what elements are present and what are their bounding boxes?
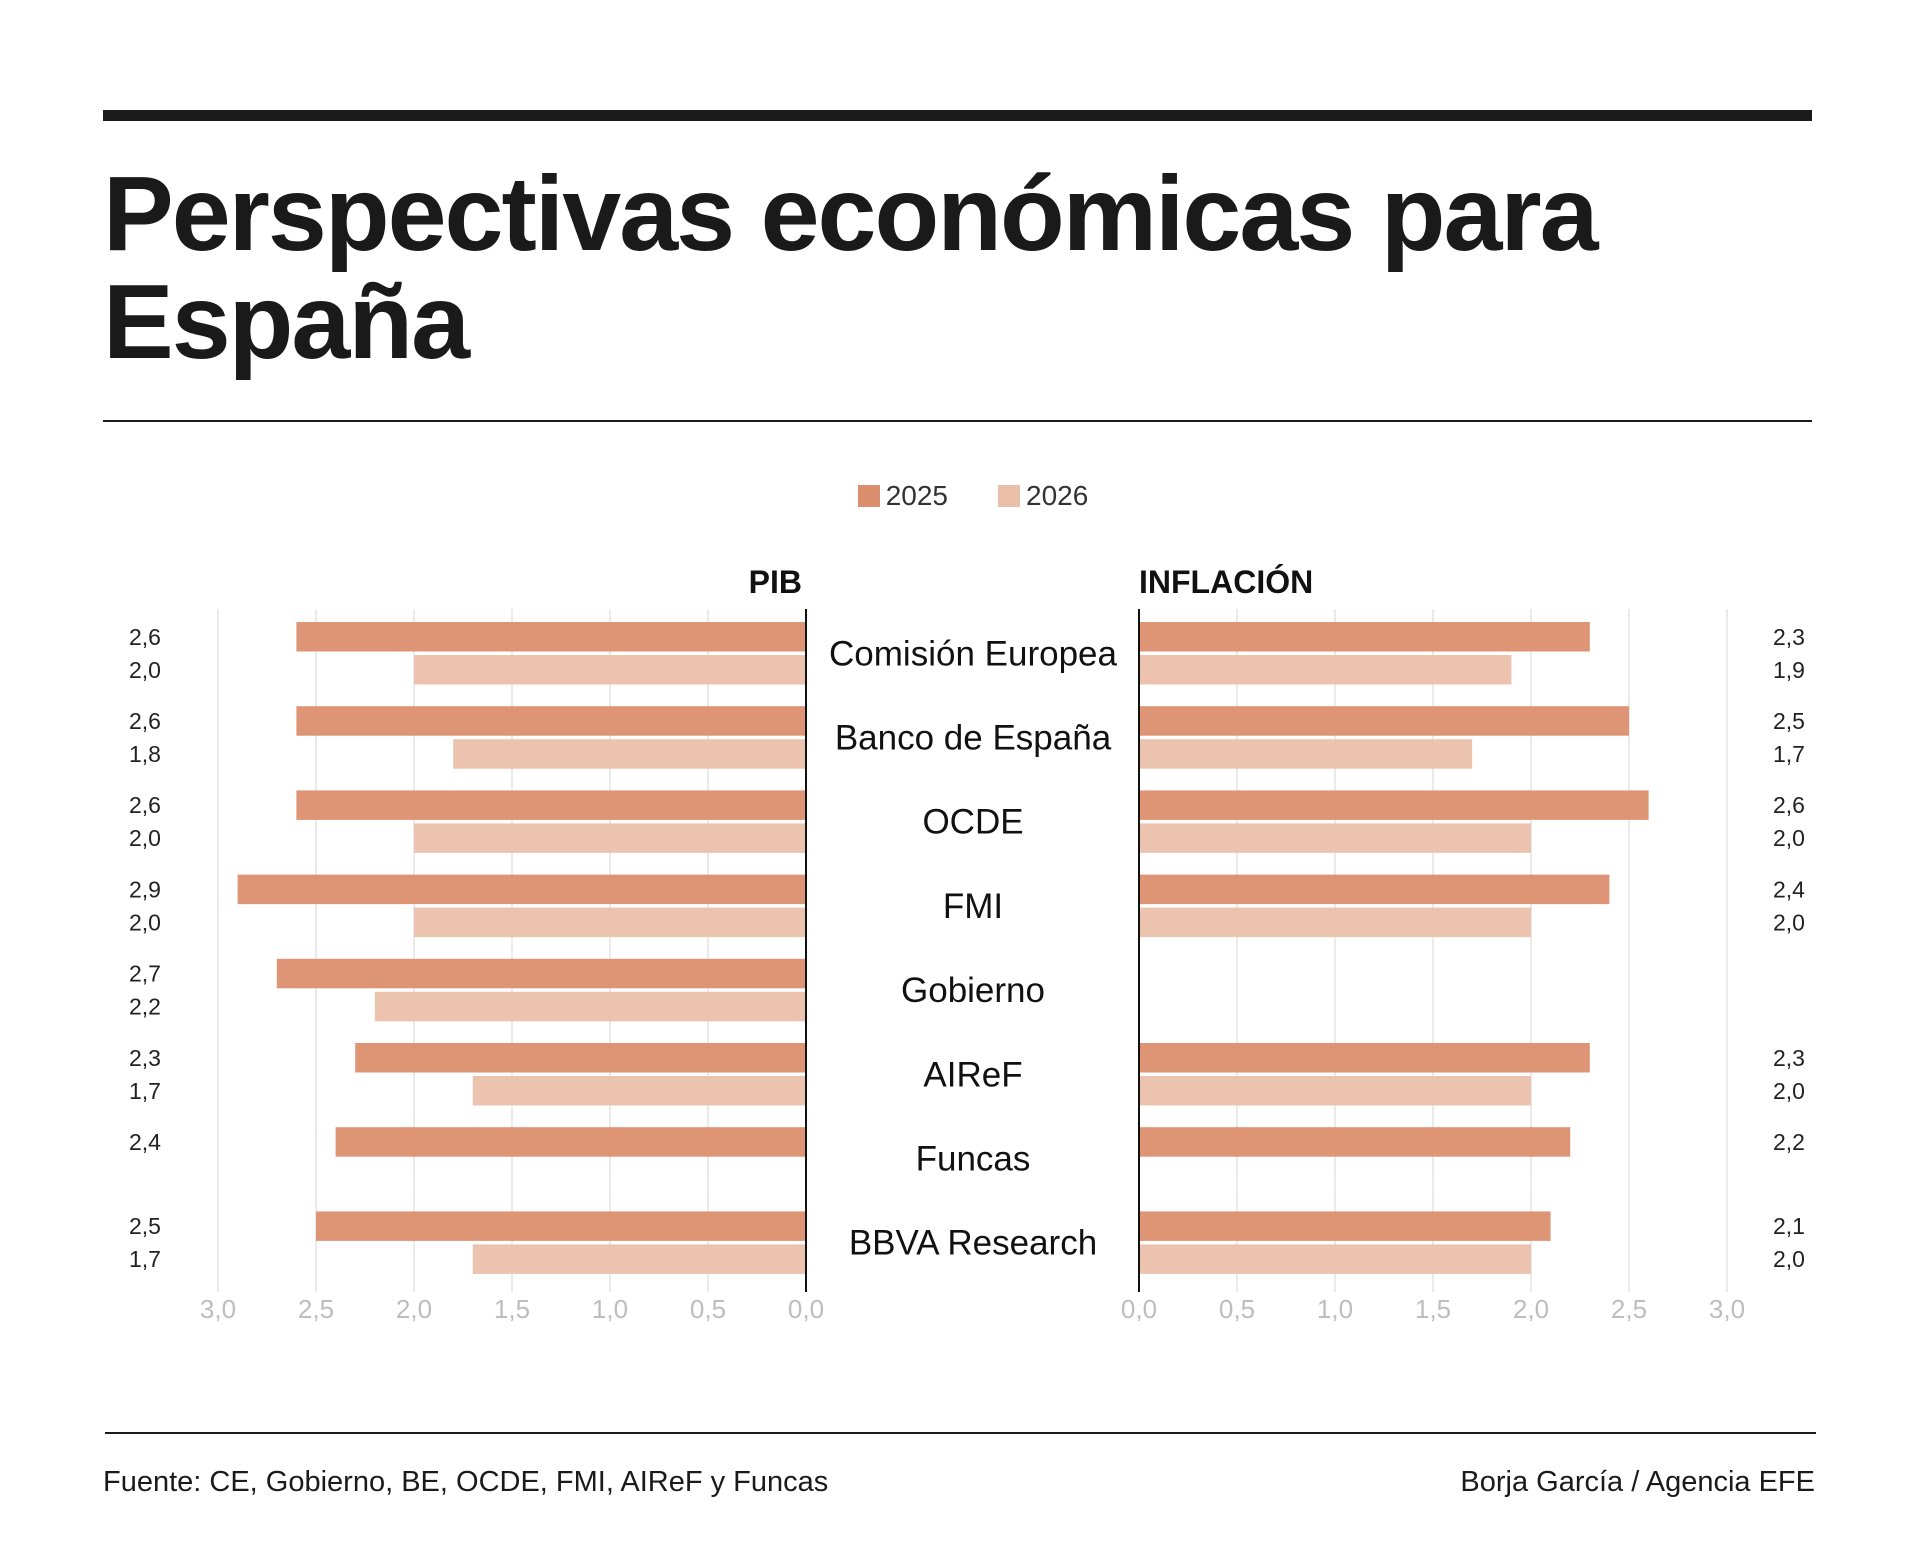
tick-label: 2,5 [298,1294,334,1324]
bar-inflación-2026 [1139,1076,1531,1106]
value-label: 2,3 [129,1045,161,1071]
value-label: 2,6 [129,708,161,734]
value-label: 2,1 [1773,1213,1805,1239]
value-label: 2,5 [1773,708,1805,734]
value-label: 2,0 [1773,909,1805,935]
value-label: 1,7 [129,1246,161,1272]
bar-pib-2026 [414,907,806,938]
value-label: 2,0 [1773,1246,1805,1272]
value-label: 2,4 [129,1129,161,1155]
source-note: Fuente: CE, Gobierno, BE, OCDE, FMI, AIR… [103,1466,829,1498]
bar-pib-2025 [296,622,806,652]
bar-inflación-2025 [1139,622,1590,652]
bar-pib-2025 [276,958,806,989]
category-label: Gobierno [901,971,1045,1010]
tick-label: 3,0 [200,1294,236,1324]
bar-pib-2025 [355,1043,806,1073]
tick-label: 1,0 [592,1294,628,1324]
bar-pib-2026 [414,655,806,685]
legend-swatch-2026 [998,485,1020,507]
value-label: 2,6 [129,792,161,818]
category-label: Comisión Europea [829,634,1117,673]
category-label: Funcas [916,1139,1031,1178]
legend-item-2025: 2025 [857,480,948,512]
divider [103,420,1812,422]
value-label: 1,8 [129,741,161,767]
bar-pib-2026 [453,739,806,769]
category-label: BBVA Research [849,1224,1097,1263]
bar-inflación-2025 [1139,1043,1590,1073]
bar-pib-2026 [414,823,806,853]
tick-label: 2,0 [396,1294,432,1324]
bar-inflación-2026 [1139,907,1531,938]
bar-pib-2025 [296,790,806,820]
value-label: 2,2 [1773,1129,1805,1155]
value-label: 1,7 [129,1078,161,1104]
bar-inflación-2026 [1139,739,1473,769]
value-label: 2,6 [1773,792,1805,818]
tick-label: 1,0 [1317,1294,1353,1324]
legend: 2025 2026 [0,480,1920,512]
tick-label: 1,5 [1415,1294,1451,1324]
tick-label: 2,5 [1611,1294,1647,1324]
category-label: AIReF [923,1055,1022,1094]
bar-inflación-2026 [1139,823,1531,853]
tick-label: 0,0 [788,1294,824,1324]
tick-label: 0,0 [1121,1294,1157,1324]
bar-inflación-2026 [1139,655,1512,685]
value-label: 2,7 [129,961,161,987]
bar-pib-2025 [296,706,806,736]
value-label: 2,9 [129,876,161,902]
value-label: 1,7 [1773,741,1805,767]
bar-inflación-2026 [1139,1244,1531,1274]
value-label: 2,5 [129,1213,161,1239]
legend-label: 2026 [1026,480,1089,511]
bar-inflación-2025 [1139,1211,1551,1241]
chart-title: Perspectivas económicas para España [103,155,1599,381]
tick-label: 0,5 [690,1294,726,1324]
legend-swatch-2025 [857,485,880,507]
bar-inflación-2025 [1139,874,1610,905]
category-label: Banco de España [835,718,1112,757]
value-label: 2,0 [1773,825,1805,851]
bar-pib-2026 [472,1076,806,1106]
bar-inflación-2025 [1139,706,1629,736]
bar-pib-2026 [374,991,806,1022]
value-label: 2,0 [129,825,161,851]
value-label: 2,0 [129,657,161,683]
bar-pib-2025 [237,874,807,905]
category-label: FMI [943,887,1003,926]
bar-inflación-2025 [1139,790,1649,820]
bar-pib-2026 [472,1244,806,1274]
value-label: 2,0 [129,909,161,935]
value-label: 2,6 [129,624,161,650]
value-label: 2,2 [129,994,161,1020]
panel-title: INFLACIÓN [1139,564,1313,600]
value-label: 2,4 [1773,876,1805,902]
tick-label: 2,0 [1513,1294,1549,1324]
credit: Borja García / Agencia EFE [1460,1466,1815,1498]
value-label: 1,9 [1773,657,1805,683]
value-label: 2,3 [1773,1045,1805,1071]
tick-label: 1,5 [494,1294,530,1324]
legend-label: 2025 [885,480,948,511]
divider [105,1432,1816,1434]
legend-item-2026: 2026 [998,480,1088,512]
tick-label: 0,5 [1219,1294,1255,1324]
bar-pib-2025 [335,1127,806,1157]
value-label: 2,0 [1773,1078,1805,1104]
value-label: 2,3 [1773,624,1805,650]
bar-pib-2025 [316,1211,806,1241]
top-bar [103,110,1812,121]
category-label: OCDE [922,803,1023,842]
bar-inflación-2025 [1139,1127,1571,1157]
panel-title: PIB [749,564,802,600]
tick-label: 3,0 [1709,1294,1745,1324]
